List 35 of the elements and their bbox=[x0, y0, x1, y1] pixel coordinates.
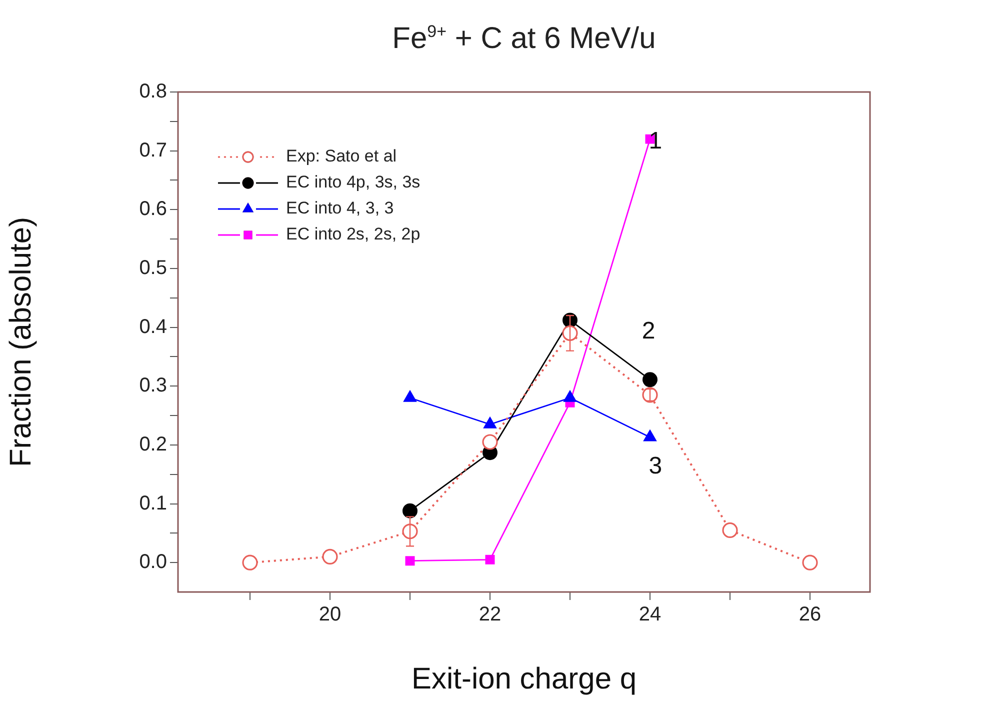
legend-label: Exp: Sato et al bbox=[286, 146, 397, 166]
point bbox=[405, 556, 415, 566]
x-tick-label: 20 bbox=[318, 604, 342, 626]
legend-label: EC into 4p, 3s, 3s bbox=[286, 172, 420, 192]
y-tick-label: 0.5 bbox=[139, 256, 167, 279]
y-tick-label: 0.0 bbox=[139, 551, 167, 574]
annotation: 2 bbox=[642, 318, 656, 345]
point bbox=[642, 387, 658, 403]
point bbox=[562, 325, 578, 341]
x-axis-title: Exit-ion charge q bbox=[411, 662, 637, 696]
point bbox=[482, 434, 498, 450]
y-tick-label: 0.7 bbox=[139, 139, 167, 162]
y-tick-label: 0.1 bbox=[139, 492, 167, 514]
point bbox=[802, 554, 818, 570]
x-tick-label: 24 bbox=[638, 604, 662, 626]
y-tick-label: 0.2 bbox=[139, 433, 167, 456]
point bbox=[485, 554, 495, 564]
legend-label: EC into 4, 3, 3 bbox=[286, 198, 394, 218]
x-tick-label: 22 bbox=[478, 604, 502, 626]
point bbox=[722, 522, 738, 538]
chart-title: Fe$^{9+}$ + C at 6 MeV/u bbox=[391, 22, 657, 56]
y-axis-title: Fraction (absolute) bbox=[4, 216, 38, 468]
point bbox=[322, 548, 338, 565]
annotation: 3 bbox=[648, 452, 662, 480]
y-tick-label: 0.8 bbox=[139, 80, 167, 103]
point bbox=[402, 524, 418, 540]
x-tick-label: 26 bbox=[798, 604, 822, 626]
point bbox=[642, 372, 658, 388]
point bbox=[242, 554, 258, 570]
point bbox=[402, 503, 418, 518]
annotation: 1 bbox=[648, 128, 662, 155]
legend-label: EC into 2s, 2s, 2p bbox=[286, 224, 420, 244]
y-tick-label: 0.6 bbox=[139, 198, 167, 220]
y-tick-label: 0.3 bbox=[139, 374, 167, 397]
y-tick-label: 0.4 bbox=[139, 316, 167, 338]
